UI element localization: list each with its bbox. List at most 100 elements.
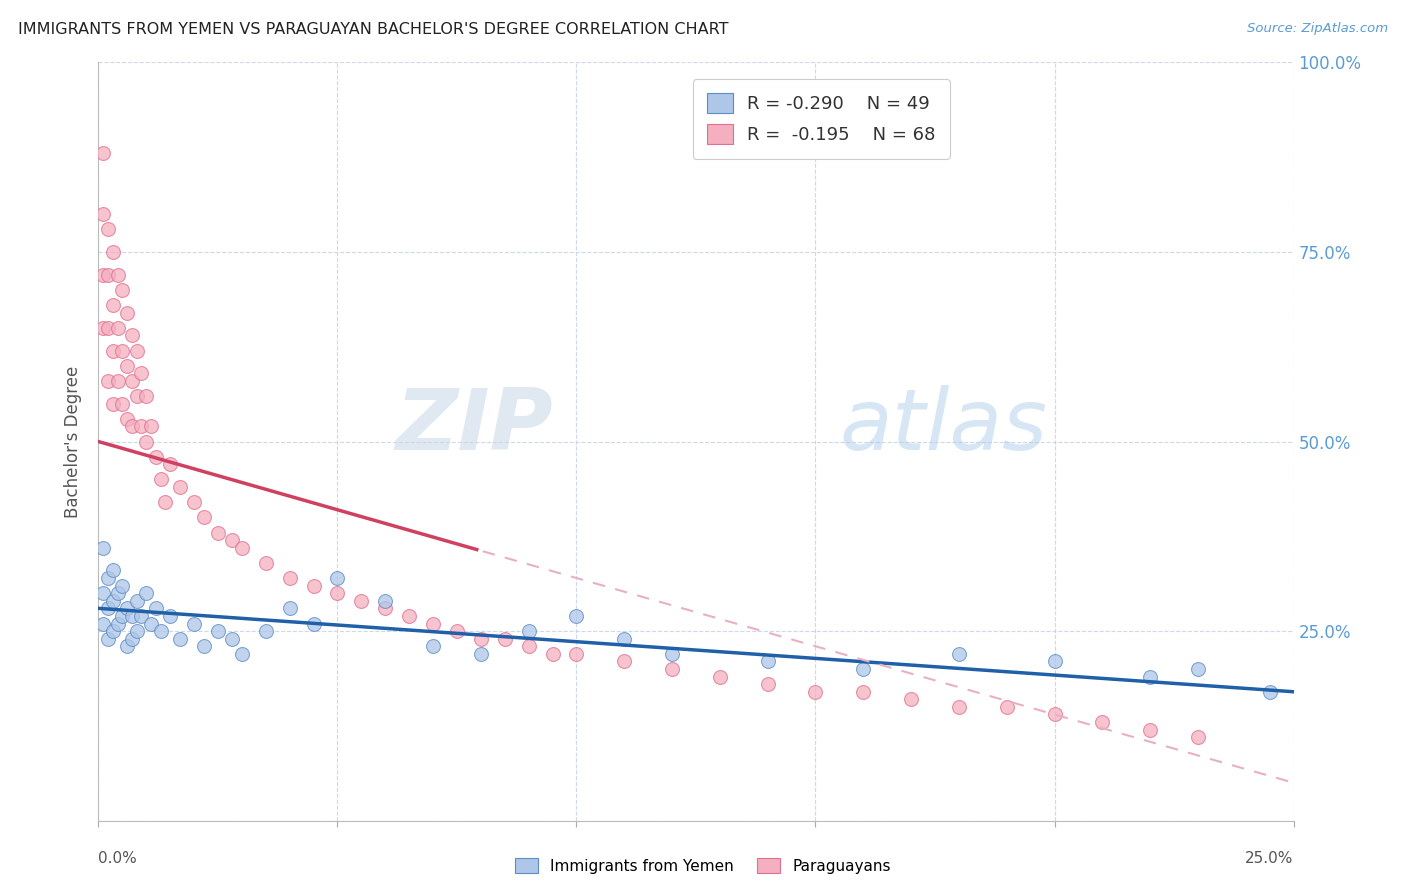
Point	[1091, 715, 1114, 730]
Point	[231, 541, 253, 555]
Point	[221, 632, 243, 646]
Point	[661, 647, 683, 661]
Point	[207, 525, 229, 540]
Point	[125, 343, 148, 358]
Point	[804, 685, 827, 699]
Point	[131, 419, 153, 434]
Point	[139, 419, 162, 434]
Point	[121, 632, 143, 646]
Point	[207, 624, 229, 639]
Point	[101, 624, 124, 639]
Point	[131, 608, 153, 623]
Point	[470, 647, 492, 661]
Point	[115, 359, 138, 373]
Point	[131, 366, 153, 380]
Point	[149, 473, 172, 487]
Point	[101, 343, 124, 358]
Point	[302, 579, 325, 593]
Point	[145, 601, 167, 615]
Point	[254, 556, 277, 570]
Point	[541, 647, 564, 661]
Point	[169, 632, 191, 646]
Point	[135, 389, 157, 403]
Point	[517, 624, 540, 639]
Point	[565, 608, 588, 623]
Point	[1043, 707, 1066, 722]
Point	[756, 677, 779, 691]
Point	[565, 647, 588, 661]
Point	[91, 207, 114, 221]
Point	[470, 632, 492, 646]
Point	[948, 647, 970, 661]
Point	[91, 616, 114, 631]
Y-axis label: Bachelor's Degree: Bachelor's Degree	[65, 366, 83, 517]
Point	[852, 685, 875, 699]
Point	[111, 396, 134, 410]
Point	[97, 571, 120, 585]
Point	[97, 632, 120, 646]
Point	[121, 374, 143, 388]
Point	[97, 320, 120, 334]
Point	[125, 389, 148, 403]
Point	[135, 434, 157, 449]
Point	[115, 601, 138, 615]
Point	[115, 412, 138, 426]
Point	[91, 268, 114, 282]
Point	[350, 594, 373, 608]
Point	[1187, 730, 1209, 744]
Point	[422, 639, 444, 653]
Point	[221, 533, 243, 548]
Point	[91, 541, 114, 555]
Point	[1043, 655, 1066, 669]
Point	[193, 510, 215, 524]
Point	[446, 624, 468, 639]
Point	[494, 632, 516, 646]
Point	[125, 594, 148, 608]
Point	[111, 283, 134, 297]
Point	[121, 419, 143, 434]
Point	[107, 374, 129, 388]
Point	[169, 480, 191, 494]
Point	[900, 692, 922, 706]
Point	[852, 662, 875, 676]
Point	[995, 699, 1018, 714]
Point	[121, 328, 143, 343]
Point	[111, 579, 134, 593]
Point	[115, 639, 138, 653]
Point	[948, 699, 970, 714]
Text: 25.0%: 25.0%	[1246, 851, 1294, 866]
Point	[613, 655, 636, 669]
Point	[111, 608, 134, 623]
Text: ZIP: ZIP	[395, 384, 553, 468]
Text: IMMIGRANTS FROM YEMEN VS PARAGUAYAN BACHELOR'S DEGREE CORRELATION CHART: IMMIGRANTS FROM YEMEN VS PARAGUAYAN BACH…	[18, 22, 728, 37]
Point	[97, 222, 120, 236]
Point	[756, 655, 779, 669]
Point	[254, 624, 277, 639]
Point	[398, 608, 420, 623]
Point	[1139, 669, 1161, 683]
Point	[422, 616, 444, 631]
Point	[101, 564, 124, 578]
Point	[1139, 723, 1161, 737]
Point	[107, 616, 129, 631]
Point	[278, 601, 301, 615]
Point	[139, 616, 162, 631]
Point	[302, 616, 325, 631]
Text: Source: ZipAtlas.com: Source: ZipAtlas.com	[1247, 22, 1388, 36]
Point	[1187, 662, 1209, 676]
Point	[374, 594, 396, 608]
Point	[107, 586, 129, 600]
Point	[101, 298, 124, 312]
Legend: Immigrants from Yemen, Paraguayans: Immigrants from Yemen, Paraguayans	[509, 852, 897, 880]
Point	[1258, 685, 1281, 699]
Point	[326, 586, 349, 600]
Text: 0.0%: 0.0%	[98, 851, 138, 866]
Point	[107, 268, 129, 282]
Point	[159, 608, 181, 623]
Point	[149, 624, 172, 639]
Point	[107, 320, 129, 334]
Point	[101, 594, 124, 608]
Point	[97, 601, 120, 615]
Point	[91, 586, 114, 600]
Point	[97, 374, 120, 388]
